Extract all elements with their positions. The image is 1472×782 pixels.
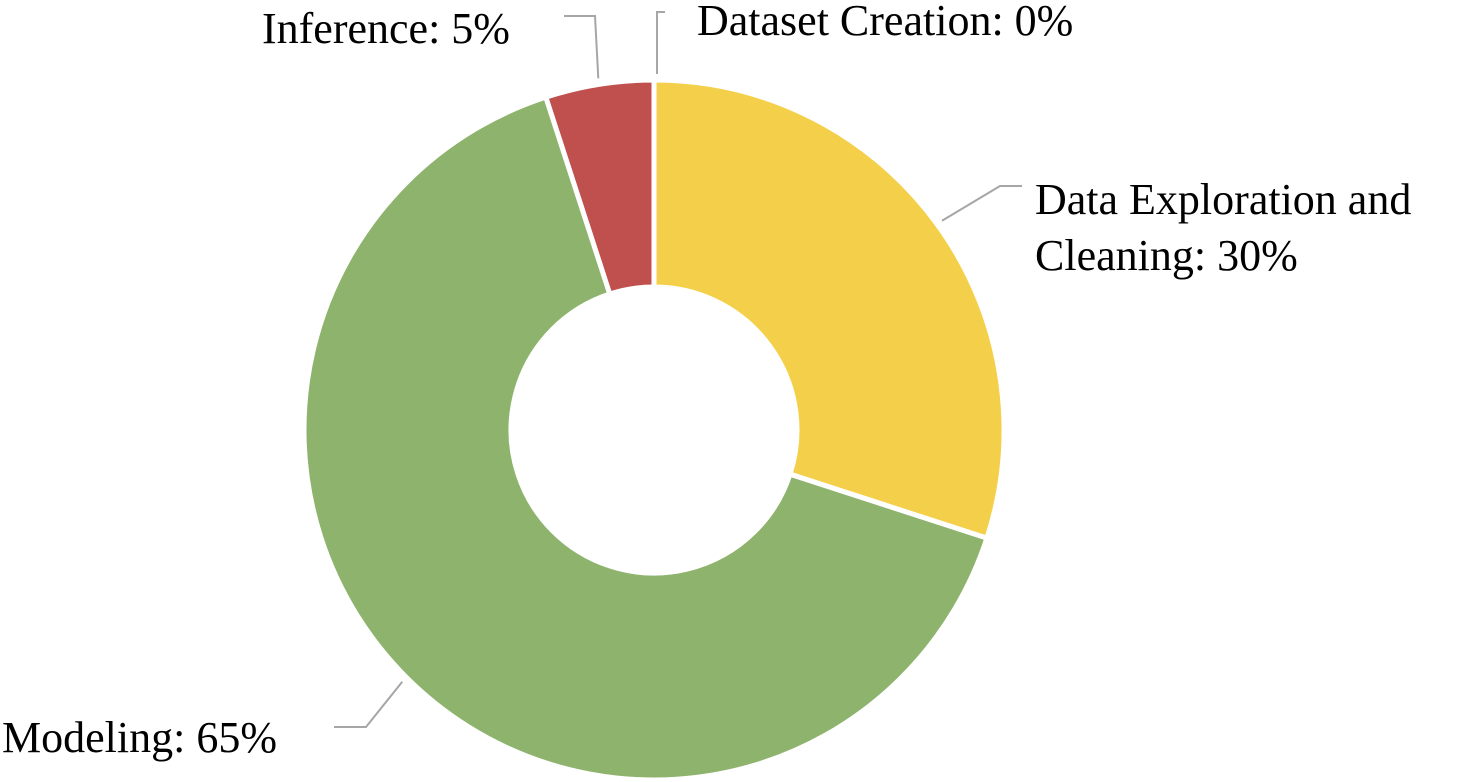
data-label-inference: Inference: 5% xyxy=(262,4,510,53)
chart-leader-lines xyxy=(334,11,1022,728)
data-label-data-exploration-and-cleaning: Data Exploration and Cleaning: 30% xyxy=(1035,175,1422,280)
data-label-modeling: Modeling: 65% xyxy=(2,713,277,762)
chart-slices xyxy=(301,77,1007,782)
slice-modeling xyxy=(301,94,990,782)
data-label-dataset-creation: Dataset Creation: 0% xyxy=(697,0,1073,45)
data-label-modeling-line-1: Modeling: 65% xyxy=(2,713,277,762)
slice-inference xyxy=(543,77,657,297)
leader-line-inference xyxy=(564,15,600,79)
leader-line-data-exploration-and-cleaning xyxy=(941,185,1022,222)
data-label-data-exploration-line-2: Cleaning: 30% xyxy=(1035,231,1298,280)
leader-line-modeling xyxy=(334,681,404,728)
slice-data-exploration-and-cleaning xyxy=(651,77,1007,541)
data-label-dataset-creation-line-1: Dataset Creation: 0% xyxy=(697,0,1073,45)
leader-line-dataset-creation xyxy=(656,11,665,74)
data-label-inference-line-1: Inference: 5% xyxy=(262,4,510,53)
data-label-data-exploration-line-1: Data Exploration and xyxy=(1035,175,1411,224)
